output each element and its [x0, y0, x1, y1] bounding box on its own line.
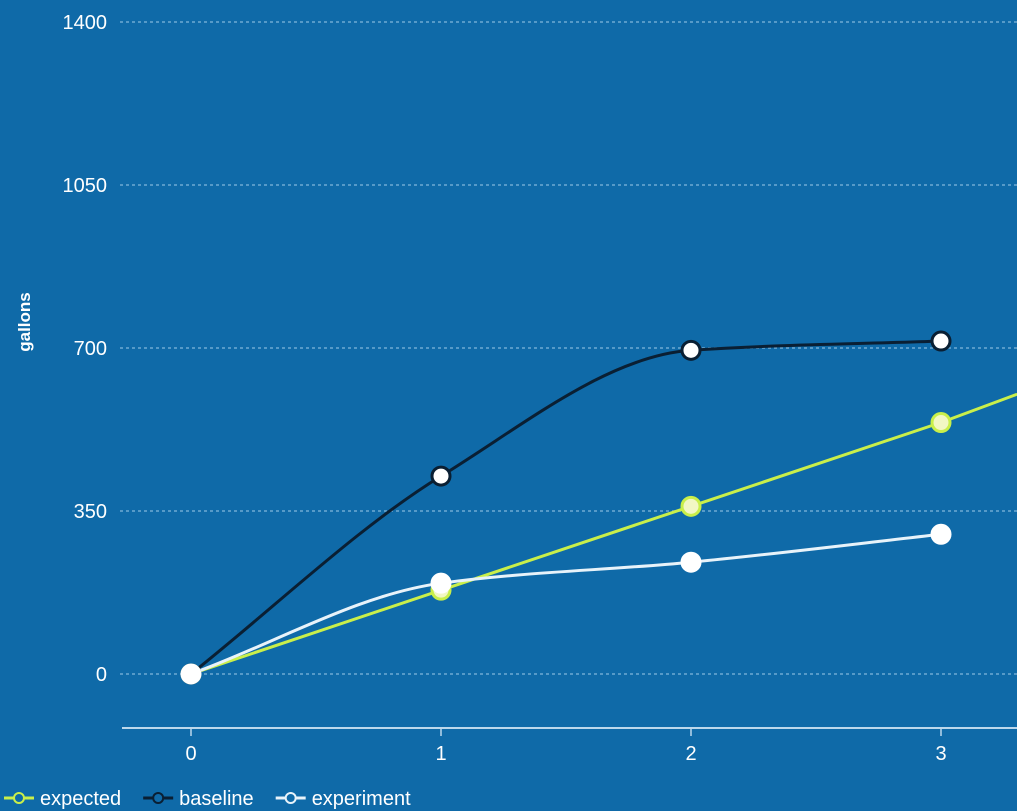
data-point-experiment — [180, 663, 202, 685]
legend-item-experiment: experiment — [275, 788, 411, 810]
series-line-experiment — [189, 532, 943, 676]
series-line-baseline — [189, 339, 943, 676]
data-point-experiment — [680, 551, 702, 573]
legend-marker-experiment — [284, 792, 297, 804]
legend-item-baseline: baseline — [143, 788, 254, 810]
legend-item-expected: expected — [4, 788, 121, 810]
series-lines — [189, 339, 1017, 676]
legend-label-experiment: experiment — [312, 788, 411, 810]
data-point-baseline — [430, 465, 452, 487]
y-axis-ticks: 0 350 700 1050 1400 — [63, 12, 108, 686]
x-tick-label: 2 — [685, 743, 696, 765]
x-tick-label: 3 — [935, 743, 946, 765]
data-point-experiment — [430, 572, 452, 594]
y-tick-label: 700 — [74, 338, 107, 360]
legend-label-baseline: baseline — [179, 788, 254, 810]
y-tick-label: 1050 — [63, 175, 108, 197]
x-axis-ticks: 0 1 2 3 — [185, 728, 947, 765]
gridlines — [120, 21, 1017, 675]
legend: expected baseline experiment — [4, 788, 411, 810]
y-tick-label: 0 — [96, 664, 107, 686]
data-point-expected — [680, 495, 702, 517]
data-point-baseline — [930, 330, 952, 352]
x-tick-label: 0 — [185, 743, 196, 765]
series-line-expected — [189, 393, 1017, 676]
data-point-expected — [930, 412, 952, 434]
legend-marker-expected — [13, 792, 25, 804]
data-point-experiment — [930, 523, 952, 545]
y-axis-label: gallons — [15, 292, 34, 352]
legend-marker-baseline — [152, 792, 165, 804]
y-tick-label: 350 — [74, 501, 107, 523]
series-markers — [180, 330, 952, 685]
legend-label-expected: expected — [40, 788, 121, 810]
y-tick-label: 1400 — [63, 12, 108, 34]
data-point-baseline — [680, 339, 702, 361]
x-tick-label: 1 — [435, 743, 446, 765]
